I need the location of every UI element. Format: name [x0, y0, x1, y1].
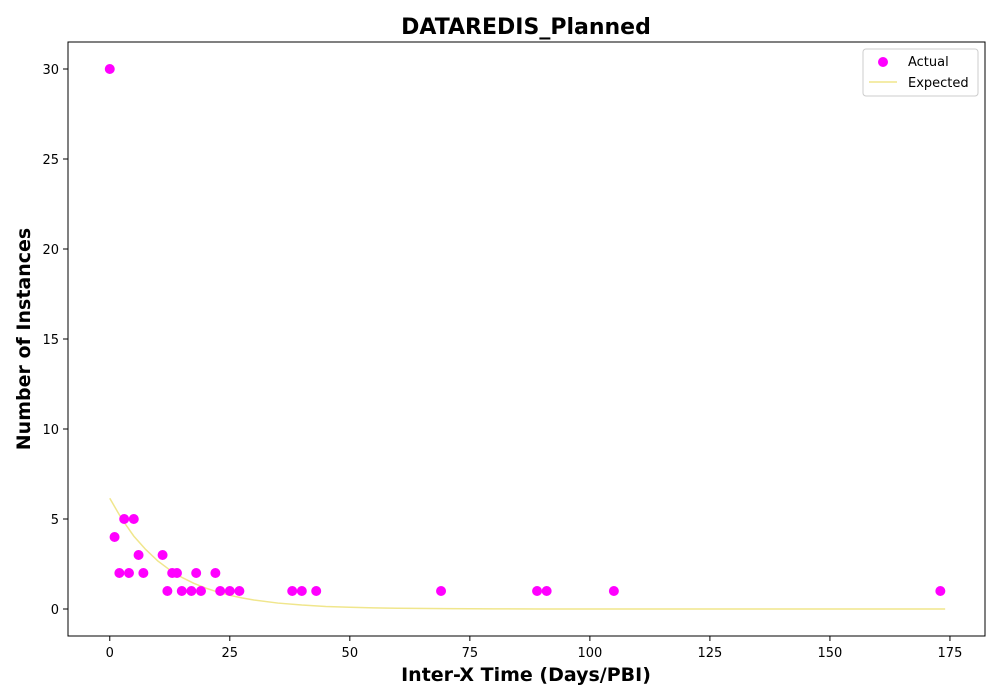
actual-point: [541, 586, 552, 596]
legend-label-actual: Actual: [908, 55, 949, 70]
actual-point: [162, 586, 173, 596]
y-tick-label: 0: [51, 603, 59, 618]
legend-label-expected: Expected: [908, 76, 969, 91]
expected-line: [109, 497, 946, 610]
actual-point: [215, 586, 226, 596]
x-tick-label: 25: [222, 646, 239, 661]
actual-point: [128, 514, 139, 524]
actual-point: [138, 568, 149, 578]
x-tick-label: 100: [577, 646, 602, 661]
actual-point: [104, 64, 115, 74]
x-tick-label: 75: [462, 646, 479, 661]
actual-point: [114, 568, 125, 578]
legend-marker-actual: [878, 57, 888, 67]
actual-point: [133, 550, 144, 560]
actual-point: [608, 586, 619, 596]
x-tick-label: 50: [342, 646, 359, 661]
legend: Actual Expected: [862, 48, 979, 97]
actual-point: [191, 568, 202, 578]
actual-point: [109, 532, 120, 542]
chart-title: DATAREDIS_Planned: [401, 15, 651, 40]
actual-point: [224, 586, 235, 596]
legend-box: [862, 48, 979, 97]
actual-point: [532, 586, 543, 596]
actual-point: [123, 568, 134, 578]
actual-point: [195, 586, 206, 596]
plot-area-frame: [67, 41, 986, 637]
y-tick-label: 25: [42, 153, 59, 168]
actual-point: [436, 586, 447, 596]
x-tick-label: 175: [938, 646, 963, 661]
y-axis-ticks: 0 5 10 15 20 25 30: [42, 63, 68, 618]
y-tick-label: 20: [42, 243, 59, 258]
actual-point: [234, 586, 245, 596]
y-tick-label: 30: [42, 63, 59, 78]
actual-point: [186, 586, 197, 596]
x-tick-label: 0: [106, 646, 114, 661]
series-layer: [104, 64, 946, 610]
actual-point: [157, 550, 168, 560]
actual-point: [935, 586, 946, 596]
actual-point: [311, 586, 322, 596]
x-tick-label: 150: [818, 646, 843, 661]
actual-point: [171, 568, 182, 578]
x-tick-label: 125: [697, 646, 722, 661]
x-axis-ticks: 0 25 50 75 100 125 150 175: [106, 636, 963, 661]
y-tick-label: 5: [51, 513, 59, 528]
y-tick-label: 10: [42, 423, 59, 438]
actual-point: [176, 586, 187, 596]
actual-point: [119, 514, 130, 524]
actual-point: [296, 586, 307, 596]
actual-point: [287, 586, 298, 596]
y-axis-label: Number of Instances: [13, 228, 35, 450]
x-axis-label: Inter-X Time (Days/PBI): [401, 664, 651, 686]
actual-point: [210, 568, 221, 578]
y-tick-label: 15: [42, 333, 59, 348]
